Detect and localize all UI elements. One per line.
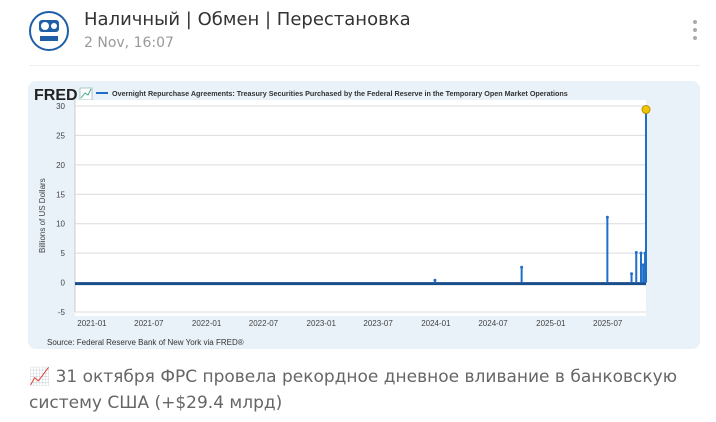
fred-graph-icon	[79, 87, 93, 101]
data-point	[639, 251, 643, 255]
y-tick-label: -5	[58, 308, 66, 317]
x-tick-label: 2023-07	[363, 319, 393, 328]
y-tick-label: 15	[56, 190, 65, 199]
caption-text: 31 октября ФРС провела рекордное дневное…	[29, 367, 678, 413]
data-point	[605, 215, 609, 219]
post-timestamp: 2 Nov, 16:07	[84, 35, 174, 51]
data-point	[641, 263, 645, 267]
y-tick-label: 30	[56, 102, 65, 111]
channel-logo-icon	[39, 20, 59, 41]
x-tick-label: 2021-01	[77, 319, 107, 328]
y-tick-label: 10	[56, 220, 65, 229]
y-tick-label: 20	[56, 161, 65, 170]
y-tick-label: 25	[56, 131, 65, 140]
x-tick-label: 2021-07	[134, 319, 164, 328]
data-point	[634, 251, 638, 255]
x-tick-label: 2022-01	[192, 319, 222, 328]
more-vertical-icon[interactable]	[693, 20, 699, 40]
data-point	[433, 278, 437, 282]
data-point	[630, 272, 634, 276]
x-tick-label: 2025-01	[536, 319, 566, 328]
channel-title[interactable]: Наличный | Обмен | Перестановка	[84, 9, 411, 30]
y-tick-label: 0	[61, 279, 66, 288]
x-tick-label: 2024-01	[421, 319, 451, 328]
y-axis-label: Billions of US Dollars	[38, 178, 47, 253]
chart-source: Source: Federal Reserve Bank of New York…	[47, 338, 244, 347]
y-tick-label: 5	[61, 249, 66, 258]
x-tick-label: 2023-01	[307, 319, 337, 328]
chart-title: Overnight Repurchase Agreements: Treasur…	[112, 89, 568, 98]
plot-area	[75, 100, 646, 316]
x-tick-label: 2024-07	[478, 319, 508, 328]
x-tick-label: 2025-07	[593, 319, 623, 328]
divider	[29, 65, 700, 66]
data-point	[520, 265, 524, 269]
x-tick-label: 2022-07	[249, 319, 279, 328]
channel-avatar[interactable]	[29, 11, 69, 51]
chart-increasing-emoji: 📈	[29, 367, 51, 387]
chart-image[interactable]: FRED Overnight Repurchase Agreements: Tr…	[28, 81, 700, 349]
fred-logo: FRED	[34, 87, 78, 104]
fred-chart: FRED Overnight Repurchase Agreements: Tr…	[34, 87, 651, 347]
latest-value-marker	[641, 105, 651, 115]
post-caption: 📈 31 октября ФРС провела рекордное дневн…	[29, 364, 689, 416]
